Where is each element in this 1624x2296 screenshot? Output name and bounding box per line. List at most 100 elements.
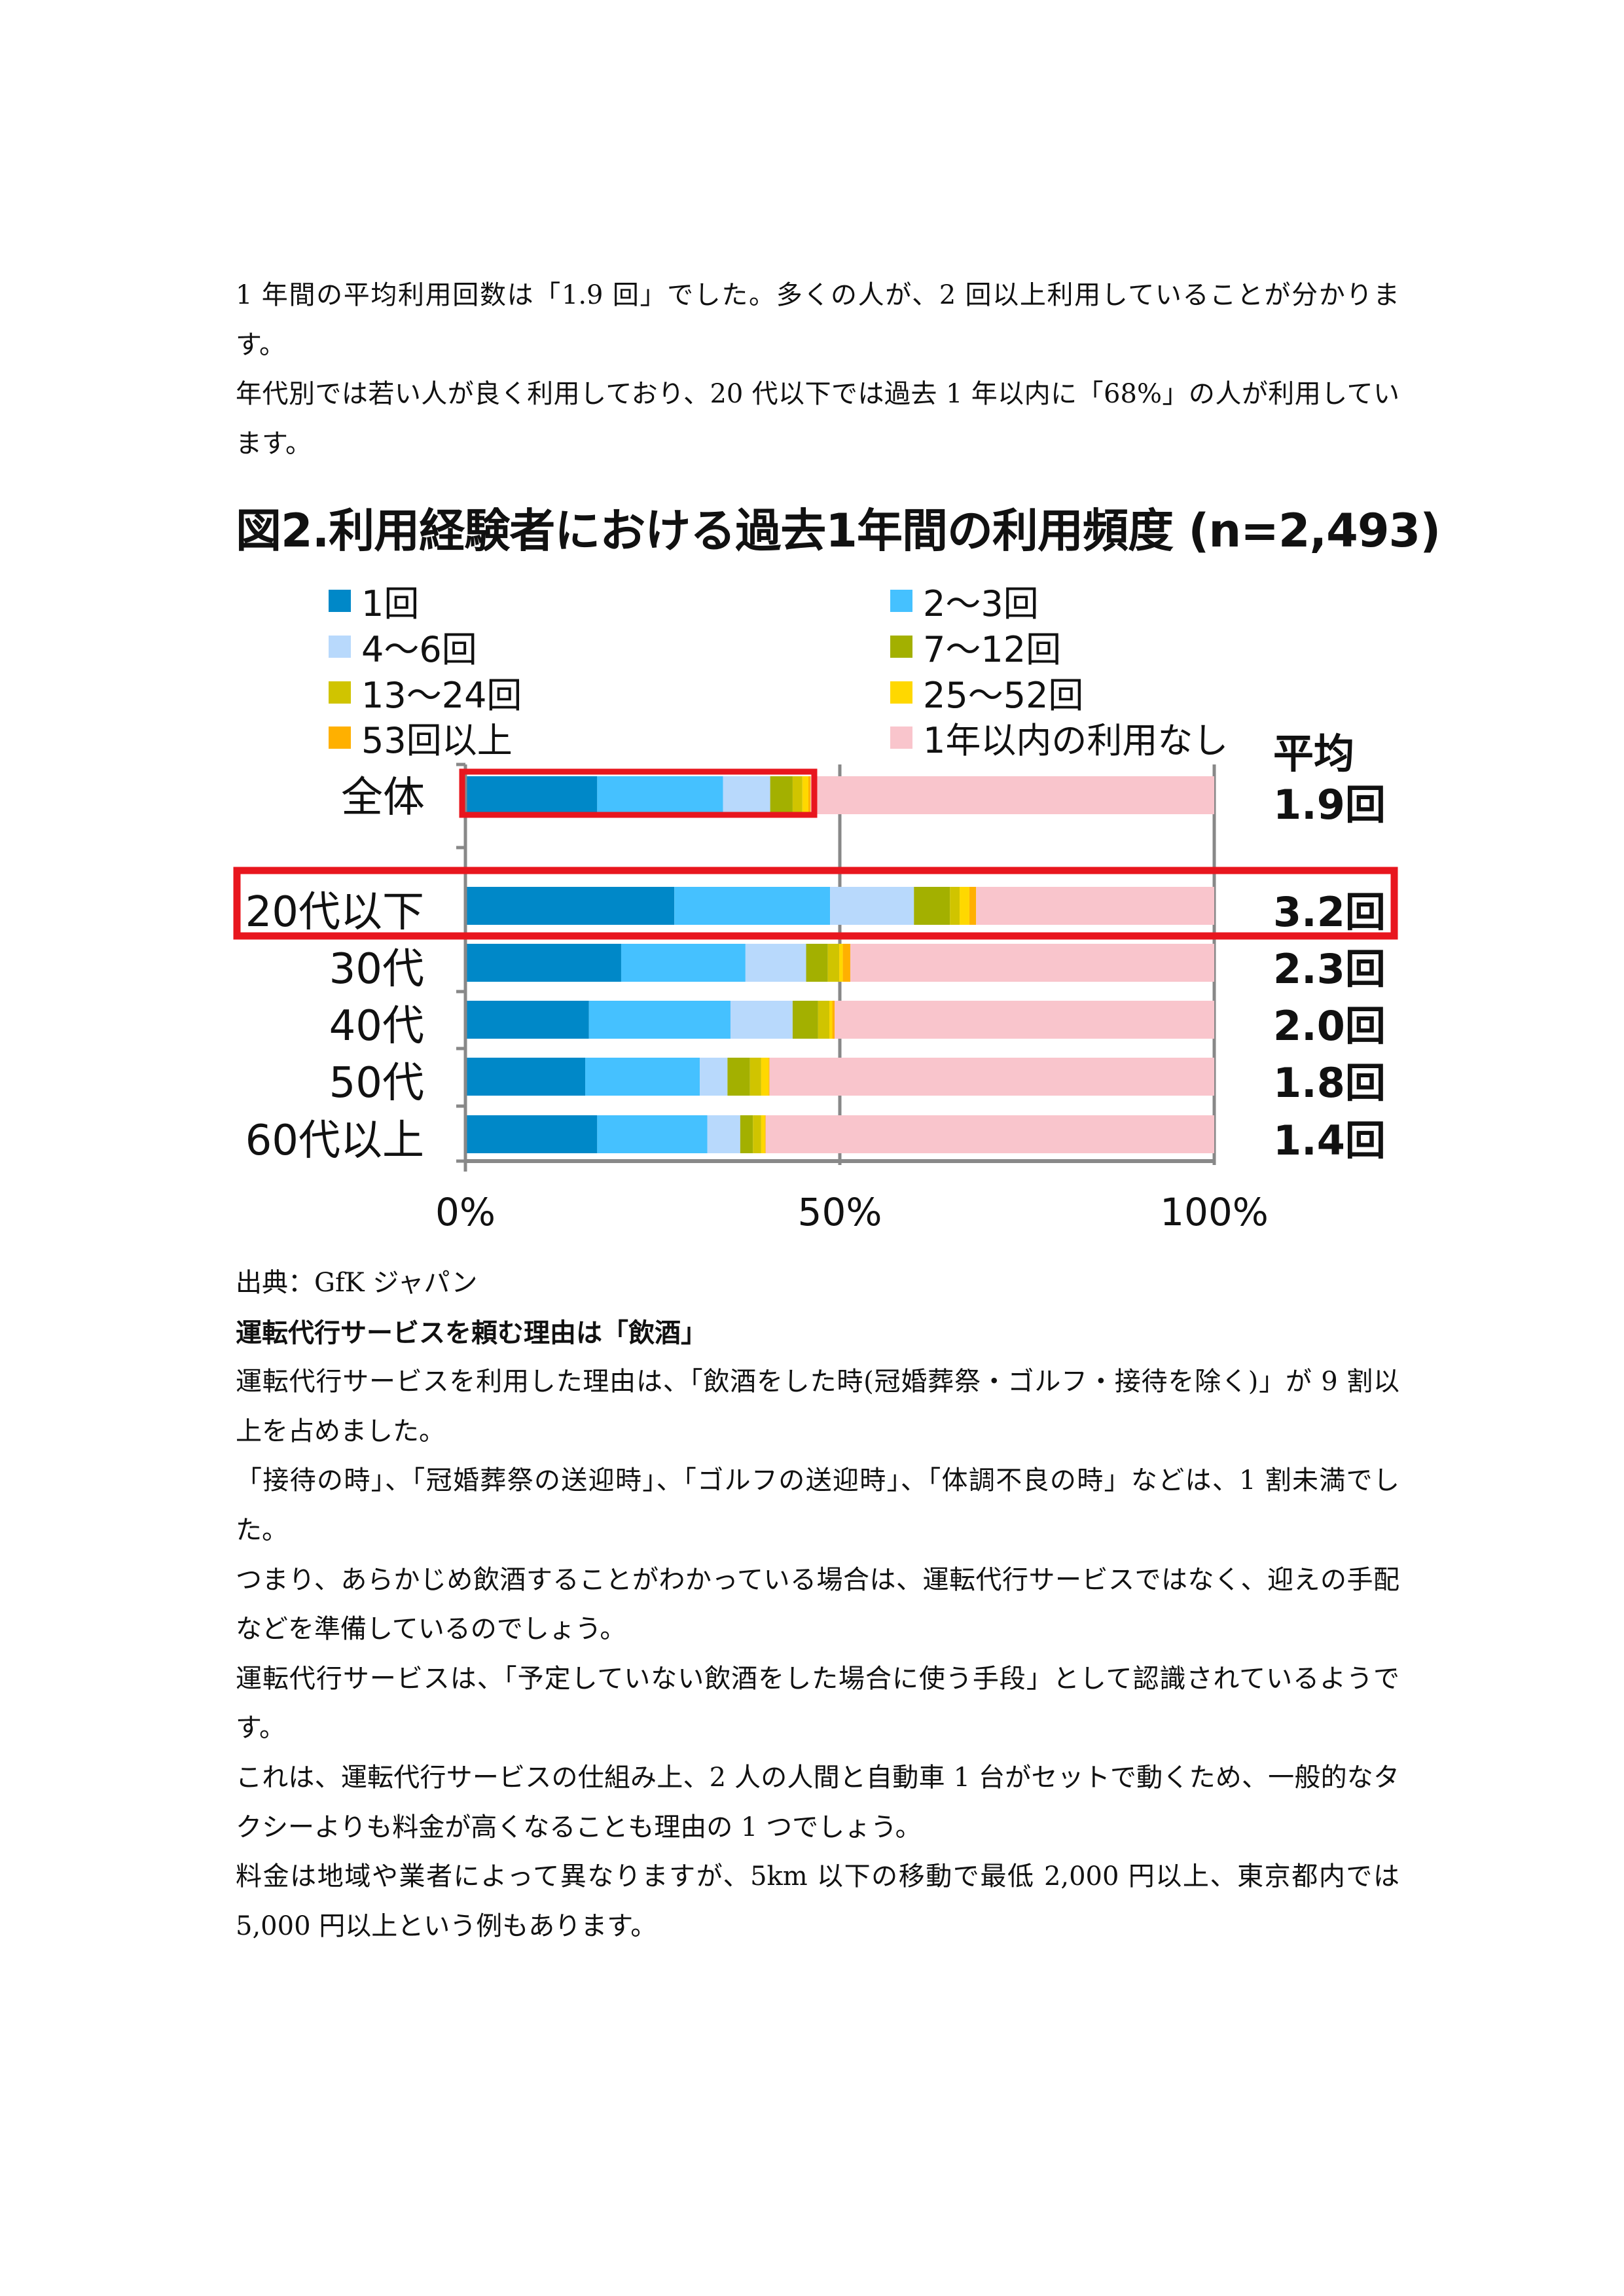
legend-item: 13～24回: [329, 666, 522, 718]
legend-swatch: [890, 726, 912, 749]
bar-segment: [914, 887, 950, 925]
bar-segment: [674, 887, 831, 925]
category-label: 40代: [329, 1002, 424, 1050]
body-paragraph: これは、運転代行サービスの仕組み上、2 人の人間と自動車 1 台がセットで動くた…: [236, 1762, 1399, 1842]
legend-swatch: [890, 681, 912, 704]
legend-label: 7～12回: [923, 629, 1062, 670]
legend-swatch: [329, 681, 351, 704]
bar-segment: [769, 1058, 1214, 1096]
bar-segment: [802, 776, 808, 814]
bar-segment: [830, 887, 914, 925]
legend-item: 4～6回: [329, 620, 477, 672]
bar-segment: [465, 1058, 586, 1096]
source-line: 出典：GfK ジャパン: [236, 1268, 478, 1298]
category-label: 20代以下: [245, 888, 424, 937]
legend-label: 53回以上: [361, 720, 513, 761]
bar-segment: [588, 1001, 731, 1039]
bar-segment: [465, 944, 621, 982]
category-label: 全体: [341, 774, 425, 822]
x-tick-label: 50%: [797, 1190, 882, 1234]
average-header: 平均: [1273, 730, 1355, 778]
legend-label: 4～6回: [361, 629, 477, 670]
bar-segment: [806, 944, 828, 982]
bar-segment: [792, 1001, 818, 1039]
legend-item: 1年以内の利用なし: [890, 711, 1228, 763]
bar-segment: [585, 1058, 700, 1096]
bar-segment: [976, 887, 1214, 925]
legend-item: 53回以上: [329, 711, 513, 763]
bar-segment: [960, 887, 969, 925]
bar-segment: [597, 1115, 708, 1153]
body-paragraph: 「接待の時」、「冠婚葬祭の送迎時」、「ゴルフの送迎時」、「体調不良の時」などは、…: [236, 1465, 1399, 1545]
bar-segment: [749, 1058, 761, 1096]
intro-paragraph: 1 年間の平均利用回数は「1.9 回」でした。多くの人が、2 回以上利用している…: [236, 280, 1399, 360]
bar-segment: [850, 944, 1214, 982]
legend-swatch: [890, 589, 912, 612]
legend-swatch: [329, 635, 351, 658]
bar-segment: [950, 887, 960, 925]
legend-label: 25～52回: [923, 675, 1084, 716]
legend-label: 2～3回: [923, 583, 1039, 624]
bar-segment: [761, 1058, 769, 1096]
legend-item: 2～3回: [890, 575, 1039, 626]
category-label: 50代: [329, 1059, 424, 1107]
bar-segment: [700, 1058, 728, 1096]
legend-item: 7～12回: [890, 620, 1061, 672]
average-value: 1.9回: [1273, 781, 1386, 829]
bar-segment: [465, 776, 598, 814]
body-paragraph: つまり、あらかじめ飲酒することがわかっている場合は、運転代行サービスではなく、迎…: [236, 1564, 1399, 1645]
bar-segment: [969, 887, 977, 925]
bar-segment: [842, 944, 851, 982]
x-tick-label: 0%: [435, 1190, 496, 1234]
legend-swatch: [890, 635, 912, 658]
bar-segment: [740, 1115, 753, 1153]
bar-segment: [707, 1115, 740, 1153]
legend-item: 1回: [329, 575, 419, 626]
body-paragraph: 運転代行サービスは、「予定していない飲酒をした場合に使う手段」として認識されてい…: [236, 1663, 1399, 1744]
bar-chart: [233, 762, 1398, 1172]
body-text: 出典：GfK ジャパン 運転代行サービスを頼む理由は「飲酒」 運転代行サービスを…: [236, 1259, 1399, 1951]
bar-segment: [808, 776, 811, 814]
bar-segment: [827, 944, 839, 982]
bar-segment: [465, 887, 675, 925]
bar-segment: [723, 776, 770, 814]
bar-segment: [829, 1001, 833, 1039]
bar-segment: [818, 1001, 829, 1039]
chart-title: 図2.利用経験者における過去1年間の利用頻度 (n=2,493): [236, 504, 1441, 558]
legend-item: 25～52回: [890, 666, 1083, 718]
legend-swatch: [329, 589, 351, 612]
legend-swatch: [329, 726, 351, 749]
bar-segment: [765, 1115, 766, 1153]
bar-segment: [810, 776, 1214, 814]
bar-segment: [597, 776, 723, 814]
bar-segment: [621, 944, 746, 982]
bar-segment: [761, 1115, 765, 1153]
category-label: 60代以上: [245, 1117, 424, 1165]
bar-segment: [768, 1058, 770, 1096]
bar-segment: [839, 944, 843, 982]
section-heading: 運転代行サービスを頼む理由は「飲酒」: [236, 1317, 707, 1348]
bar-segment: [753, 1115, 761, 1153]
bar-segment: [730, 1001, 793, 1039]
x-tick-label: 100%: [1160, 1190, 1269, 1234]
bar-segment: [765, 1115, 1214, 1153]
legend-label: 1回: [361, 583, 420, 624]
legend-label: 13～24回: [361, 675, 522, 716]
highlight-box-20s: [233, 867, 1398, 940]
average-value: 3.2回: [1273, 888, 1386, 936]
average-value: 2.3回: [1273, 945, 1386, 993]
average-value: 1.4回: [1273, 1117, 1386, 1164]
bar-segment: [792, 776, 803, 814]
bar-segment: [832, 1001, 835, 1039]
highlight-box-overall: [459, 768, 818, 818]
bar-segment: [465, 1001, 589, 1039]
average-value: 2.0回: [1273, 1002, 1386, 1050]
bar-segment: [727, 1058, 750, 1096]
bar-segment: [834, 1001, 1214, 1039]
category-label: 30代: [329, 945, 424, 994]
bar-segment: [745, 944, 806, 982]
average-value: 1.8回: [1273, 1059, 1386, 1107]
bar-segment: [465, 1115, 598, 1153]
legend-label: 1年以内の利用なし: [923, 720, 1229, 761]
intro-text: 1 年間の平均利用回数は「1.9 回」でした。多くの人が、2 回以上利用している…: [236, 271, 1399, 469]
